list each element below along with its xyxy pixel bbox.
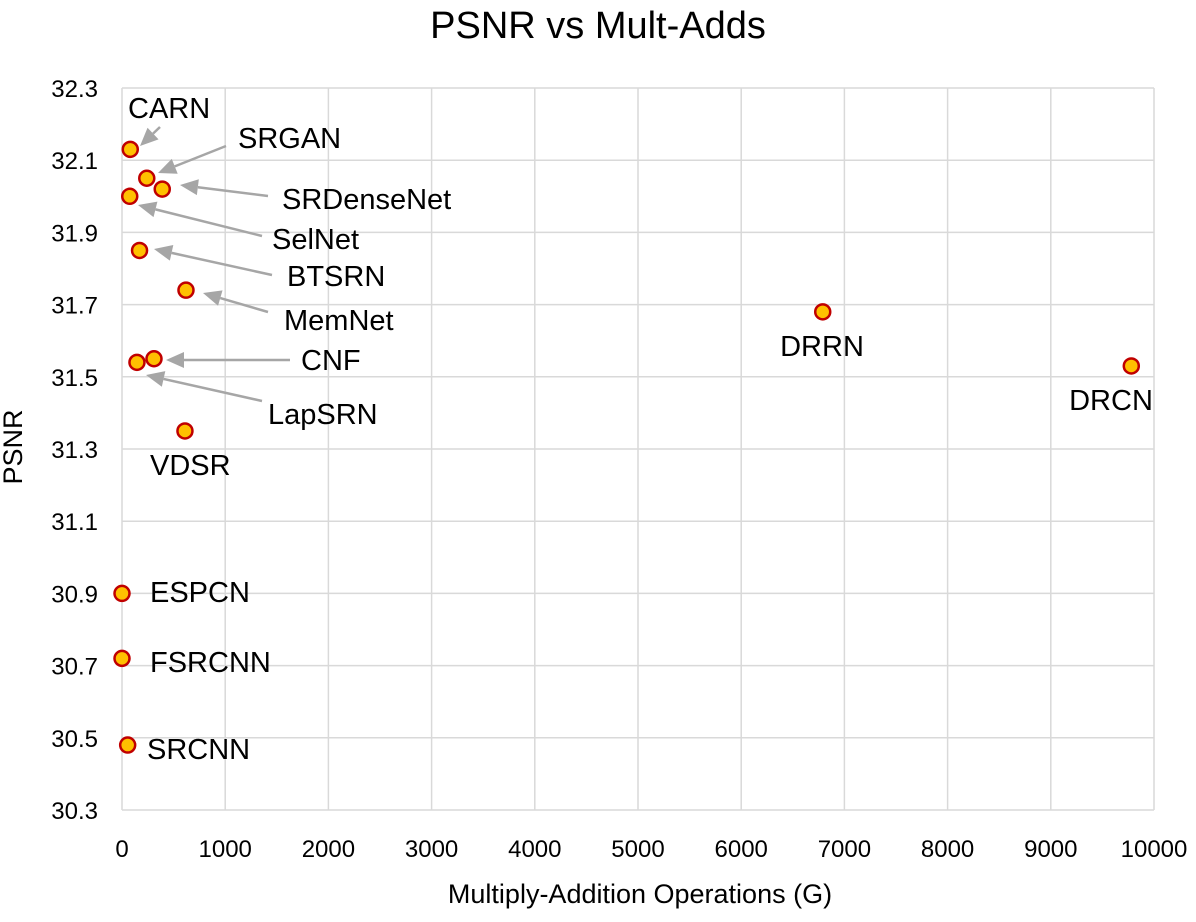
point-label-cnf: CNF: [301, 345, 361, 377]
data-point-drcn: [1122, 357, 1141, 375]
point-label-memnet: MemNet: [284, 305, 394, 337]
data-point-srgan: [138, 169, 156, 187]
y-tick-label: 31.9: [51, 220, 98, 247]
point-label-carn: CARN: [128, 93, 210, 125]
y-axis-title: PSNR: [0, 409, 28, 484]
y-axis-ticks: 30.3 30.5 30.7 30.9 31.1 31.3 31.5 31.7 31.9 32.1…: [51, 76, 98, 825]
annotation-arrow-btsrn: [171, 251, 273, 277]
data-point-lapsrn: [128, 353, 146, 372]
annotation-arrowhead-cnf: [166, 352, 184, 368]
x-tick-label: 1000: [199, 836, 252, 863]
data-point-espcn: [113, 584, 131, 603]
data-point-btsrn: [130, 241, 149, 260]
annotation-arrow-lapsrn: [163, 377, 263, 403]
annotation-arrowhead-srdensenet: [180, 179, 199, 196]
x-tick-label: 9000: [1024, 836, 1077, 863]
annotation-arrowhead-memnet: [203, 290, 223, 306]
y-tick-label: 31.5: [51, 365, 98, 392]
annotation-arrow-srgan: [174, 144, 227, 168]
annotation-arrow-selnet: [155, 208, 263, 238]
x-tick-label: 3000: [405, 836, 458, 863]
data-point-carn: [121, 140, 140, 159]
x-tick-label: 5000: [611, 836, 664, 863]
x-tick-label: 10000: [1121, 836, 1188, 863]
y-tick-label: 30.9: [51, 581, 98, 608]
annotation-arrow-srdensenet: [197, 185, 269, 198]
annotation-arrowhead-btsrn: [154, 245, 174, 261]
gridlines: [121, 87, 1155, 811]
point-label-srdensenet: SRDenseNet: [282, 184, 451, 216]
data-point-memnet: [177, 281, 195, 299]
point-label-drrn: DRRN: [780, 331, 864, 363]
x-axis-title: Multiply-Addition Operations (G): [448, 879, 832, 909]
y-tick-label: 31.3: [51, 437, 98, 464]
chart-title: PSNR vs Mult-Adds: [430, 5, 766, 47]
x-axis-ticks: 0 1000 2000 3000 4000 5000 6000 7000 8000 9000 100…: [115, 836, 1187, 863]
data-point-srdensenet: [153, 180, 171, 198]
data-point-drrn: [813, 303, 832, 321]
annotation-arrows: [138, 126, 290, 403]
data-point-fsrcnn: [113, 649, 131, 668]
x-tick-label: 8000: [921, 836, 974, 863]
x-tick-label: 7000: [818, 836, 871, 863]
data-point-vdsr: [176, 422, 194, 440]
data-points: [113, 140, 1141, 754]
point-label-selnet: SelNet: [272, 224, 359, 256]
y-tick-label: 31.1: [51, 509, 98, 536]
x-tick-label: 6000: [715, 836, 768, 863]
y-tick-label: 31.7: [51, 293, 98, 320]
x-tick-label: 2000: [302, 836, 355, 863]
y-tick-label: 30.7: [51, 654, 98, 681]
data-point-srcnn: [118, 736, 137, 754]
annotation-arrow-carn: [152, 126, 161, 135]
annotation-arrowhead-selnet: [138, 201, 158, 218]
point-label-srgan: SRGAN: [238, 123, 341, 155]
point-label-lapsrn: LapSRN: [268, 399, 378, 431]
x-tick-label: 0: [115, 836, 128, 863]
point-label-espcn: ESPCN: [150, 577, 250, 609]
annotation-arrowhead-lapsrn: [146, 371, 166, 387]
point-labels: CARN SRGAN SRDenseNet SelNet BTSRN MemNet CNF L…: [128, 93, 1153, 766]
point-label-fsrcnn: FSRCNN: [150, 647, 271, 679]
annotation-arrowhead-srgan: [158, 158, 178, 174]
point-label-srcnn: SRCNN: [147, 734, 250, 766]
data-point-cnf: [145, 350, 163, 368]
point-label-btsrn: BTSRN: [287, 261, 385, 293]
y-tick-label: 32.3: [51, 76, 98, 103]
annotation-arrowhead-carn: [140, 127, 159, 146]
y-tick-label: 30.5: [51, 726, 98, 753]
data-point-selnet: [120, 187, 139, 206]
y-tick-label: 32.1: [51, 148, 98, 175]
x-tick-label: 4000: [508, 836, 561, 863]
point-label-vdsr: VDSR: [150, 450, 231, 482]
point-label-drcn: DRCN: [1069, 385, 1153, 417]
annotation-arrow-memnet: [219, 296, 269, 314]
y-tick-label: 30.3: [51, 798, 98, 825]
